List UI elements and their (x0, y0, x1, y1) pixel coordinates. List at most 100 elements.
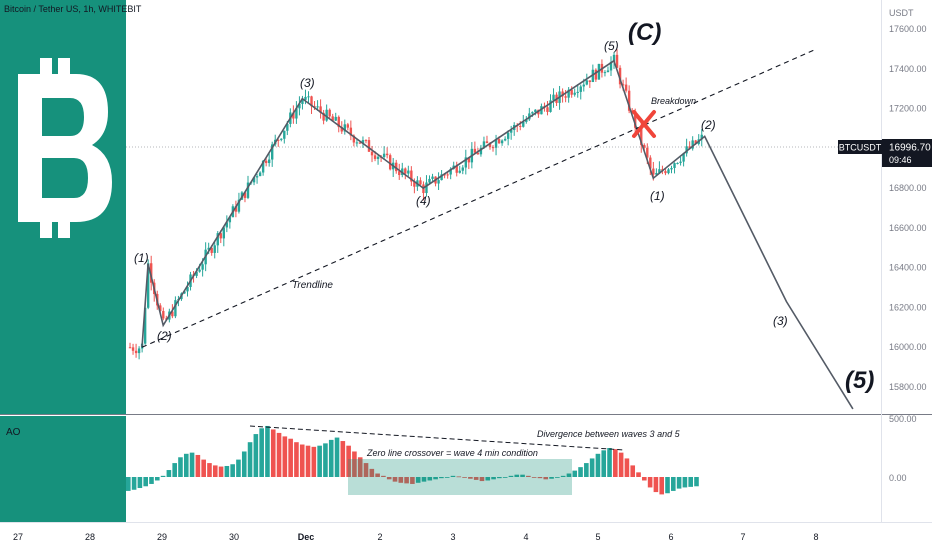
candle-body (331, 116, 334, 121)
candle-body (458, 170, 461, 173)
time-axis-label: 27 (13, 532, 23, 542)
candle-body (370, 151, 374, 156)
candle-body (603, 72, 607, 74)
ao-bar (607, 448, 612, 477)
candle-body (225, 222, 229, 228)
candle-body (216, 233, 219, 246)
candle-body (564, 96, 567, 98)
candle-body (621, 84, 625, 86)
candle-body (500, 140, 504, 144)
ao-bar (398, 477, 404, 483)
ao-bar (160, 475, 166, 477)
ao-bar (520, 474, 525, 477)
ao-bar (642, 477, 647, 481)
ao-bar (473, 477, 479, 480)
time-axis-labels: 27 28 29 30 Dec 2 3 4 5 6 7 8 (13, 532, 819, 542)
ao-tick-0: 0.00 (889, 473, 907, 483)
ao-bar (485, 477, 491, 481)
ao-bar (299, 444, 305, 477)
ao-bar (636, 472, 641, 477)
candle-body (162, 311, 165, 319)
time-axis-label: 7 (740, 532, 745, 542)
candle-body (388, 155, 392, 170)
candle-body (307, 96, 310, 98)
ao-bar (531, 477, 537, 478)
ao-bar (433, 477, 438, 480)
candle-body (237, 199, 241, 212)
ao-bar (613, 449, 618, 477)
candle-body (591, 69, 595, 83)
candle-body (243, 192, 247, 198)
candle-body (183, 291, 186, 294)
candle-body (519, 125, 522, 127)
candle-body (210, 247, 213, 253)
ao-bar (212, 465, 218, 477)
candle-body (579, 86, 582, 92)
candle-body (449, 168, 452, 175)
candle-body (150, 263, 153, 283)
elliott-wave-line (141, 59, 854, 410)
candle-body (497, 139, 501, 144)
candle-body (685, 146, 688, 154)
candle-body (670, 167, 673, 170)
candle-body (146, 263, 150, 308)
candle-body (407, 170, 410, 174)
candle-body (694, 140, 697, 144)
wave-lines (141, 48, 854, 410)
candle-body (679, 161, 682, 163)
ao-bar (265, 425, 270, 477)
time-axis-label: 6 (668, 532, 673, 542)
candle-body (286, 123, 289, 131)
ao-bar (647, 477, 653, 488)
price-tick-label: 17200.00 (889, 104, 927, 114)
chart-title: Bitcoin / Tether US, 1h, WHITEBIT (4, 4, 142, 14)
ao-bar (694, 477, 699, 487)
candle-body (443, 174, 446, 176)
price-tick-label: 15800.00 (889, 382, 927, 392)
candle-body (159, 305, 162, 312)
candle-body (531, 112, 534, 114)
wave-c-label: (C) (628, 19, 661, 46)
zero-cross-box (348, 459, 572, 495)
ao-bar (526, 475, 531, 477)
candle-body (509, 130, 513, 133)
ao-bar (427, 477, 433, 481)
candle-body (298, 103, 301, 109)
time-axis-label: 5 (595, 532, 600, 542)
ao-bar (508, 475, 514, 477)
ao-bar (143, 477, 148, 487)
candle-body (494, 139, 498, 148)
ao-bar (543, 477, 549, 480)
future-label-3: (3) (773, 314, 788, 328)
candle-body (570, 89, 573, 95)
time-axis-label: 29 (157, 532, 167, 542)
candle-body (446, 174, 449, 176)
candle-body (582, 84, 585, 87)
candle-body (688, 146, 691, 149)
ao-bar (305, 445, 311, 477)
ao-bar (479, 477, 485, 482)
candle-body (207, 247, 210, 250)
ao-bar (665, 477, 670, 494)
ao-bar (601, 450, 607, 477)
candle-body (627, 90, 631, 111)
time-axis-label: 2 (377, 532, 382, 542)
candle-body (522, 121, 525, 127)
candle-body (346, 124, 350, 128)
price-axis-ticks: 15800.00 16000.00 16200.00 16400.00 16600.00… (889, 24, 927, 392)
ao-bar (624, 458, 630, 477)
ao-bar (126, 477, 131, 491)
ao-bar (201, 459, 206, 477)
candle-body (222, 227, 225, 239)
candle-body (491, 147, 495, 149)
wave-5-big-label: (5) (845, 367, 874, 394)
candle-body (382, 153, 386, 157)
candle-body (143, 307, 147, 344)
future-label-2: (2) (701, 118, 716, 132)
wave-label-2: (2) (157, 329, 172, 343)
divergence-label: Divergence between waves 3 and 5 (537, 429, 681, 439)
candle-body (652, 168, 655, 175)
candle-body (258, 172, 262, 177)
candle-body (304, 96, 307, 100)
